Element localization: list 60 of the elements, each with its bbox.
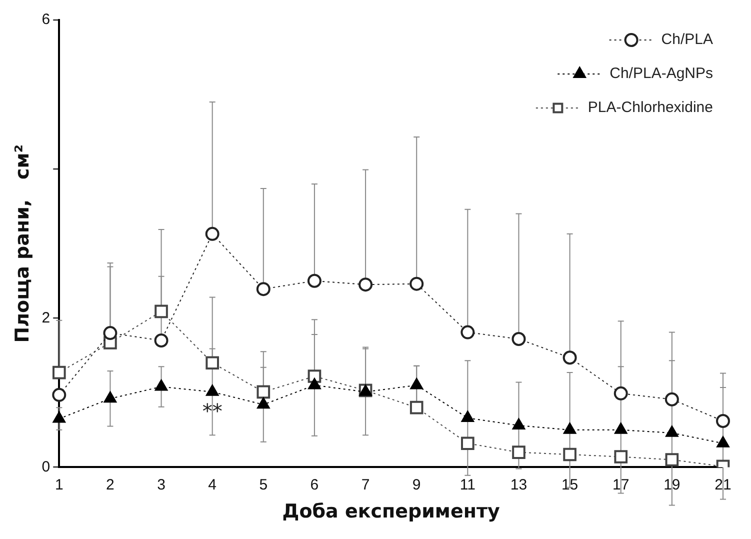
- x-tick-label: 5: [259, 476, 268, 494]
- point: [154, 304, 168, 318]
- x-tick-label: 15: [561, 476, 578, 494]
- point: [307, 274, 322, 288]
- point: [460, 325, 475, 340]
- point: [666, 426, 678, 437]
- x-tick-label: 3: [157, 476, 166, 494]
- point: [256, 385, 270, 399]
- point: [410, 276, 424, 291]
- x-tick-label: 13: [510, 476, 528, 494]
- point: [154, 333, 168, 348]
- point: [52, 388, 66, 402]
- point: [564, 422, 576, 434]
- point: [257, 398, 270, 409]
- x-tick-label: 19: [664, 476, 680, 494]
- legend-label: PLA-Chlorhexidine: [588, 99, 713, 116]
- x-tick-label: 11: [460, 476, 476, 494]
- point: [206, 384, 219, 396]
- x-tick-label: 17: [612, 476, 630, 494]
- point: [563, 448, 576, 462]
- x-tick-label: 1: [54, 476, 64, 494]
- point: [104, 392, 116, 403]
- point: [205, 226, 220, 241]
- point: [512, 332, 526, 346]
- point: [512, 418, 525, 430]
- point: [461, 436, 474, 450]
- point: [614, 450, 628, 464]
- point: [716, 414, 730, 428]
- x-tick-label: 9: [412, 476, 421, 494]
- point: [716, 436, 730, 448]
- y-axis-title: Площа рани, см²: [11, 144, 34, 343]
- point: [256, 282, 270, 296]
- legend-label: Ch/PLA-AgNPs: [610, 65, 713, 82]
- x-tick-label: 7: [361, 476, 370, 494]
- point: [562, 350, 577, 365]
- legend-label: Ch/PLA: [661, 31, 713, 48]
- point: [308, 378, 321, 390]
- y-tick-label: 0: [42, 458, 50, 476]
- y-tick-label: 6: [42, 11, 50, 28]
- y-tick-label: 2: [42, 309, 50, 326]
- point: [103, 326, 118, 340]
- point: [410, 400, 424, 414]
- point: [358, 278, 373, 292]
- x-tick-label: 4: [208, 476, 217, 494]
- point: [614, 386, 628, 400]
- point: [665, 453, 679, 466]
- x-tick-label: 6: [310, 476, 319, 494]
- point: [52, 366, 66, 380]
- point: [410, 378, 423, 390]
- point: [52, 412, 66, 423]
- point: [206, 356, 219, 370]
- point: [512, 446, 526, 459]
- annotation: **: [202, 398, 222, 423]
- point: [614, 422, 628, 434]
- point: [461, 411, 474, 422]
- x-tick-label: 2: [106, 476, 114, 494]
- point: [664, 392, 679, 406]
- x-tick-label: 21: [714, 476, 732, 494]
- point: [155, 380, 168, 391]
- x-axis-title: Доба експерименту: [282, 500, 500, 523]
